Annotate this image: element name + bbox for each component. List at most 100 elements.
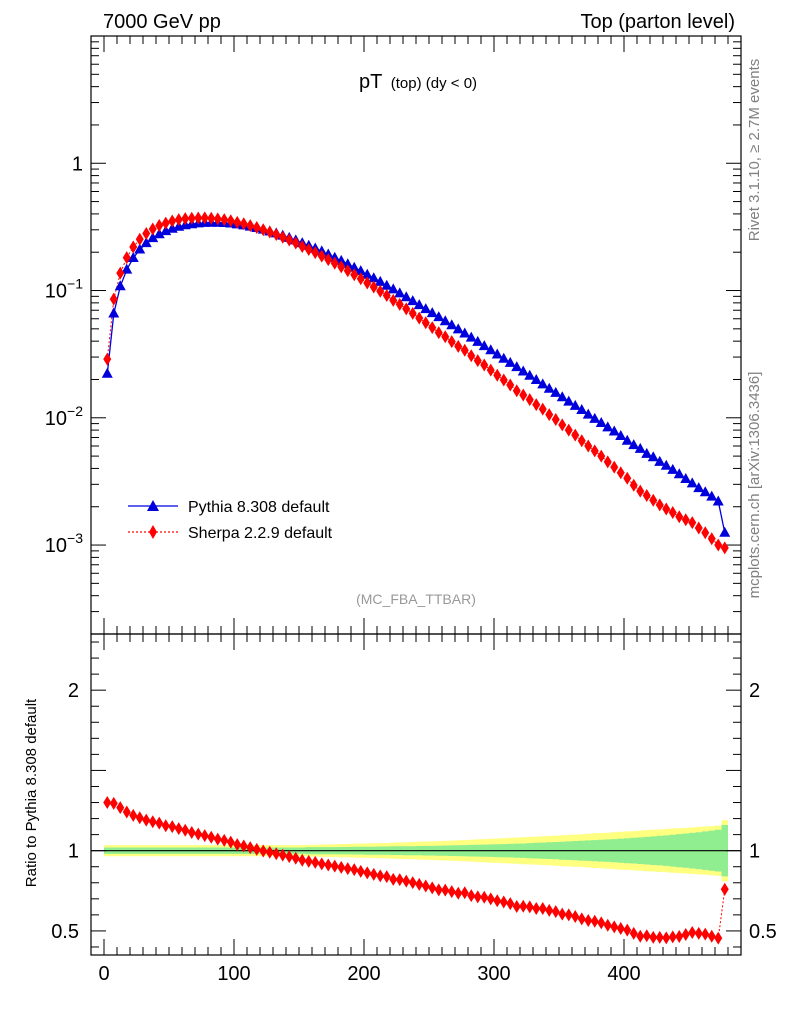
ratio-sherpa-point <box>233 838 242 852</box>
pythia-point <box>680 473 692 484</box>
pythia-point <box>485 344 497 355</box>
sherpa-point <box>252 221 261 235</box>
sherpa-point <box>246 219 255 233</box>
ratio-sherpa-point <box>649 930 658 944</box>
ratio-sherpa-point <box>122 805 131 819</box>
sherpa-point <box>694 521 703 535</box>
pythia-point <box>387 283 399 294</box>
sherpa-point <box>278 230 287 244</box>
ratio-sherpa-point <box>519 899 528 913</box>
sherpa-point <box>311 246 320 260</box>
y-tick-label: 10−2 <box>45 403 83 430</box>
sherpa-point <box>720 541 729 555</box>
ratio-sherpa-point <box>642 929 651 943</box>
ratio-sherpa-point <box>382 870 391 884</box>
ratio-sherpa-point <box>551 905 560 919</box>
sherpa-point <box>590 444 599 458</box>
pythia-point <box>446 319 458 330</box>
sherpa-point <box>642 489 651 503</box>
pythia-point <box>615 429 627 440</box>
sherpa-point <box>220 213 229 227</box>
ratio-sherpa-point <box>493 894 502 908</box>
ratio-ylabel: Ratio to Pythia 8.308 default <box>23 698 40 887</box>
sherpa-point <box>265 225 274 239</box>
ratio-sherpa-point <box>558 907 567 921</box>
ratio-sherpa-point <box>155 816 164 830</box>
pythia-point <box>634 442 646 453</box>
ratio-sherpa-point <box>304 854 313 868</box>
sherpa-point <box>506 378 515 392</box>
ratio-sherpa-point <box>252 842 261 856</box>
pythia-point <box>608 425 620 436</box>
sherpa-point <box>369 280 378 294</box>
ratio-sherpa-point <box>395 873 404 887</box>
sherpa-point <box>194 211 203 225</box>
sherpa-point <box>577 434 586 448</box>
sherpa-point <box>486 363 495 377</box>
ratio-sherpa-point <box>129 808 138 822</box>
ratio-sherpa-point <box>408 876 417 890</box>
pythia-point <box>563 395 575 406</box>
pythia-point <box>101 367 113 378</box>
sherpa-point <box>304 243 313 257</box>
sherpa-point <box>538 402 547 416</box>
pythia-point <box>452 323 464 334</box>
legend: Pythia 8.308 default Sherpa 2.2.9 defaul… <box>128 499 333 542</box>
pythia-point <box>602 421 614 432</box>
sherpa-point <box>460 343 469 357</box>
sherpa-point <box>259 223 268 237</box>
pythia-point <box>491 348 503 359</box>
ratio-sherpa-point <box>681 927 690 941</box>
pythia-point <box>504 356 516 367</box>
pythia-point <box>582 408 594 419</box>
pythia-point <box>140 237 152 248</box>
pythia-point <box>348 261 360 272</box>
sherpa-point <box>545 408 554 422</box>
pythia-point <box>621 434 633 445</box>
ratio-sherpa-point <box>330 859 339 873</box>
ratio-sherpa-point <box>246 841 255 855</box>
pythia-point <box>589 412 601 423</box>
sherpa-point <box>402 302 411 316</box>
sherpa-point <box>376 284 385 298</box>
pythia-point <box>127 252 139 263</box>
sherpa-point <box>493 368 502 382</box>
legend-entry-pythia: Pythia 8.308 default <box>128 499 330 516</box>
sherpa-point <box>584 439 593 453</box>
ratio-sherpa-point <box>337 860 346 874</box>
ratio-sherpa-point <box>311 855 320 869</box>
ratio-sherpa-point <box>109 796 118 810</box>
ratio-sherpa-point <box>369 867 378 881</box>
pythia-point <box>543 382 555 393</box>
ratio-sherpa-point <box>181 823 190 837</box>
ratio-sherpa-point <box>506 897 515 911</box>
ratio-sherpa-point <box>415 877 424 891</box>
pythia-point <box>550 386 562 397</box>
sherpa-point <box>135 232 144 246</box>
sherpa-point <box>415 311 424 325</box>
ratio-y-tick-label-right: 0.5 <box>749 921 777 943</box>
ratio-sherpa-point <box>668 930 677 944</box>
sherpa-point <box>343 264 352 278</box>
ratio-sherpa-point <box>447 885 456 899</box>
pythia-point <box>368 272 380 283</box>
sherpa-point <box>408 306 417 320</box>
pythia-point <box>556 391 568 402</box>
pythia-point <box>569 399 581 410</box>
sherpa-point <box>421 316 430 330</box>
pythia-point <box>426 307 438 318</box>
pythia-point <box>134 243 146 254</box>
pythia-point <box>699 486 711 497</box>
ratio-sherpa-point <box>187 826 196 840</box>
sherpa-point <box>116 266 125 280</box>
sherpa-point <box>480 358 489 372</box>
x-tick-labels: 0 100 200 300 400 <box>98 963 640 985</box>
pythia-point <box>361 268 373 279</box>
sherpa-point <box>551 412 560 426</box>
ratio-sherpa-point <box>590 914 599 928</box>
x-tick-label: 300 <box>477 963 510 985</box>
sherpa-point <box>272 227 281 241</box>
ratio-sherpa-point <box>454 886 463 900</box>
pythia-point <box>647 451 659 462</box>
ratio-sherpa-point <box>363 866 372 880</box>
